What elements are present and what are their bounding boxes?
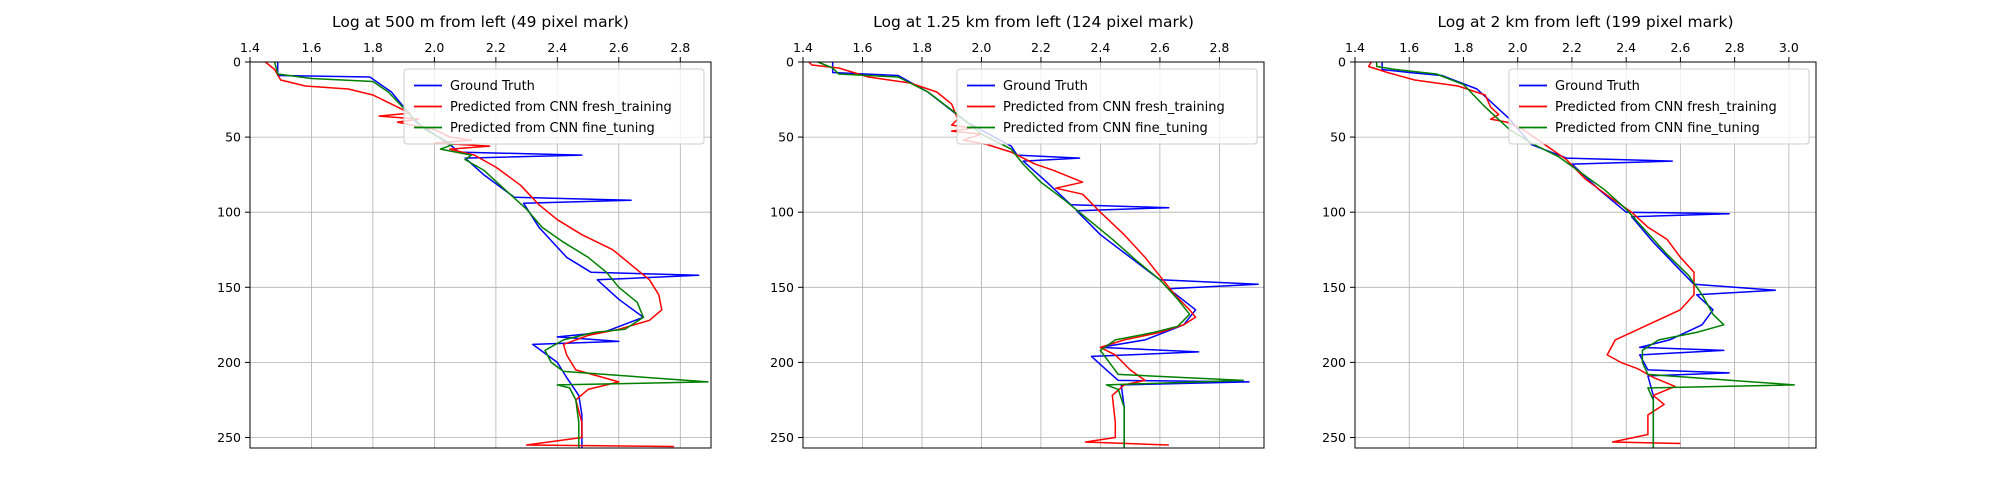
legend-label: Predicted from CNN fresh_training [1555, 100, 1777, 115]
chart-panel-3: Log at 2 km from left (199 pixel mark) 1… [1322, 13, 1817, 449]
y-tick-label: 200 [770, 355, 794, 370]
y-axis-2: 0 50 100 150 200 250 [770, 55, 803, 445]
x-tick-label: 2.6 [1670, 40, 1690, 55]
x-tick-label: 1.4 [240, 40, 260, 55]
y-tick-label: 50 [225, 130, 241, 145]
series-line-1 [1381, 62, 1777, 448]
y-tick-label: 0 [786, 55, 794, 70]
legend-box [403, 68, 705, 145]
x-tick-label: 2.2 [1562, 40, 1582, 55]
y-tick-label: 100 [1322, 205, 1346, 220]
legend-label: Ground Truth [450, 79, 535, 94]
x-tick-label: 1.4 [1345, 40, 1365, 55]
x-tick-label: 2.6 [1150, 40, 1170, 55]
y-tick-label: 250 [217, 430, 241, 445]
y-tick-label: 150 [217, 280, 241, 295]
x-tick-label: 1.8 [912, 40, 932, 55]
x-tick-label: 2.8 [1209, 40, 1229, 55]
series-line-3 [817, 61, 1244, 448]
legend-box [1508, 68, 1810, 145]
legend-3: Ground Truth Predicted from CNN fresh_tra… [1508, 68, 1810, 145]
x-tick-label: 1.6 [1399, 40, 1419, 55]
axes-frame-2 [802, 61, 1265, 449]
y-tick-label: 250 [1322, 430, 1346, 445]
y-tick-label: 50 [778, 130, 794, 145]
y-tick-label: 150 [1322, 280, 1346, 295]
x-tick-label: 2.0 [424, 40, 444, 55]
y-axis-3: 0 50 100 150 200 250 [1322, 55, 1355, 445]
x-tick-label: 1.8 [1454, 40, 1474, 55]
legend-label: Ground Truth [1555, 79, 1640, 94]
x-axis-1: 1.4 1.6 1.8 2.0 2.2 2.4 2.6 2.8 [240, 40, 690, 62]
y-tick-label: 200 [217, 355, 241, 370]
x-axis-2: 1.4 1.6 1.8 2.0 2.2 2.4 2.6 2.8 [793, 40, 1229, 62]
legend-label: Predicted from CNN fresh_training [1003, 100, 1225, 115]
y-tick-label: 50 [1330, 130, 1346, 145]
legend-label: Predicted from CNN fine_tuning [1555, 121, 1760, 136]
x-tick-label: 2.6 [609, 40, 629, 55]
x-tick-label: 2.0 [972, 40, 992, 55]
x-tick-label: 1.6 [302, 40, 322, 55]
x-tick-label: 1.4 [793, 40, 813, 55]
chart-panel-2: Log at 1.25 km from left (124 pixel mark… [770, 13, 1265, 449]
x-axis-3: 1.4 1.6 1.8 2.0 2.2 2.4 2.6 2.8 3.0 [1345, 40, 1799, 62]
legend-2: Ground Truth Predicted from CNN fresh_tra… [956, 68, 1258, 145]
chart-title-2: Log at 1.25 km from left (124 pixel mark… [873, 13, 1194, 31]
x-tick-label: 2.4 [1090, 40, 1110, 55]
legend-label: Ground Truth [1003, 79, 1088, 94]
x-tick-label: 2.2 [486, 40, 506, 55]
y-tick-label: 100 [770, 205, 794, 220]
axes-frame-3 [1354, 61, 1817, 449]
legend-label: Predicted from CNN fresh_training [450, 100, 672, 115]
chart-title-1: Log at 500 m from left (49 pixel mark) [332, 13, 629, 31]
x-tick-label: 2.0 [1508, 40, 1528, 55]
axes-frame-1 [249, 61, 712, 449]
legend-label: Predicted from CNN fine_tuning [450, 121, 655, 136]
series-line-3 [1375, 62, 1796, 448]
legend-box [956, 68, 1258, 145]
chart-panel-1: Log at 500 m from left (49 pixel mark) 1… [217, 13, 712, 449]
y-tick-label: 0 [233, 55, 241, 70]
x-tick-label: 2.4 [1616, 40, 1636, 55]
y-tick-label: 200 [1322, 355, 1346, 370]
series-group-3 [1367, 61, 1796, 448]
x-tick-label: 2.8 [670, 40, 690, 55]
legend-1: Ground Truth Predicted from CNN fresh_tra… [403, 68, 705, 145]
y-tick-label: 0 [1338, 55, 1346, 70]
y-tick-label: 150 [770, 280, 794, 295]
y-tick-label: 250 [770, 430, 794, 445]
x-tick-label: 1.6 [853, 40, 873, 55]
y-axis-1: 0 50 100 150 200 250 [217, 55, 250, 445]
x-tick-label: 2.2 [1031, 40, 1051, 55]
chart-title-3: Log at 2 km from left (199 pixel mark) [1437, 13, 1733, 31]
x-tick-label: 2.4 [547, 40, 567, 55]
y-tick-label: 100 [217, 205, 241, 220]
legend-label: Predicted from CNN fine_tuning [1003, 121, 1208, 136]
x-tick-label: 1.8 [363, 40, 383, 55]
x-tick-label: 3.0 [1779, 40, 1799, 55]
x-tick-label: 2.8 [1725, 40, 1745, 55]
